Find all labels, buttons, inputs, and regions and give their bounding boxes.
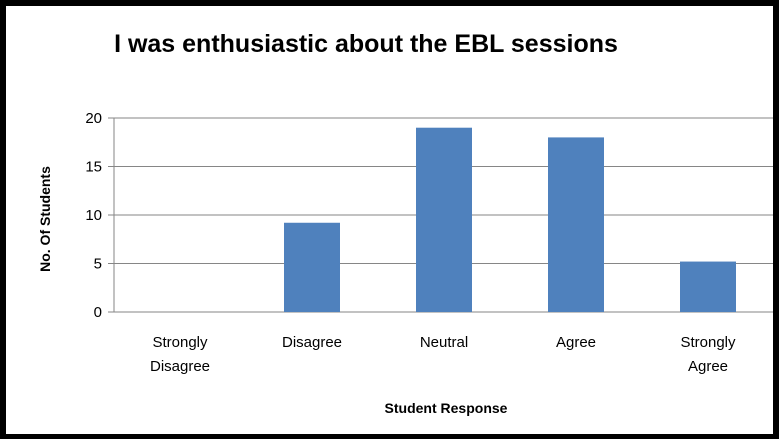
y-tick-labels: 0 5 10 15 20 [85,110,102,321]
x-axis-title: Student Response [385,400,508,416]
bar [548,137,604,312]
x-tick-label: Agree [556,334,596,351]
x-tick-label: Strongly [680,334,736,351]
chart-title: I was enthusiastic about the EBL session… [114,30,618,58]
bar-chart: I was enthusiastic about the EBL session… [37,30,773,416]
y-tick-label: 0 [94,304,102,321]
x-tick-label: Disagree [150,358,210,375]
y-tick-label: 15 [85,159,102,176]
bar [680,261,736,312]
y-tick-label: 10 [85,207,102,224]
x-tick-label: Strongly [152,334,208,351]
x-tick-label: Neutral [420,334,468,351]
x-tick-label: Disagree [282,334,342,351]
y-tick-label: 5 [94,256,102,273]
y-axis-title: No. Of Students [37,166,53,272]
bars [284,127,736,312]
chart-frame: I was enthusiastic about the EBL session… [6,6,773,434]
x-tick-labels: Strongly Disagree Disagree Neutral Agree Stro… [150,334,736,375]
bar [284,222,340,312]
y-tick-label: 20 [85,110,102,127]
x-tick-label: Agree [688,358,728,375]
bar [416,127,472,312]
